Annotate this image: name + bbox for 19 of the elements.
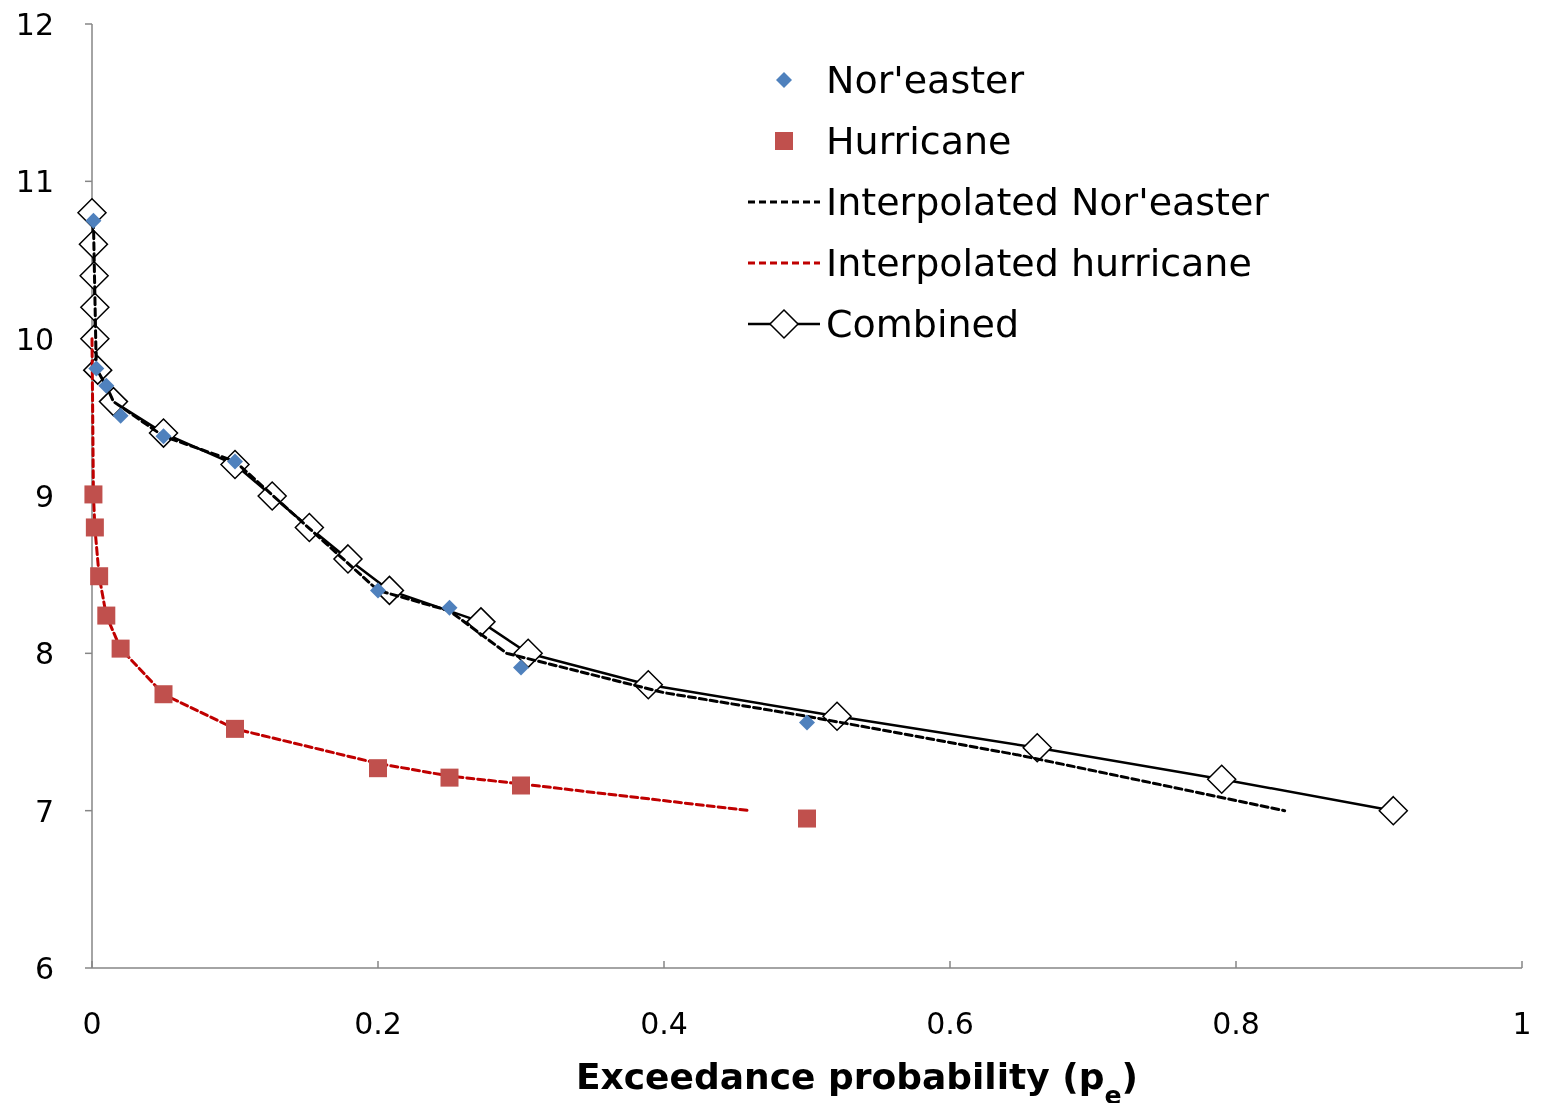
x-tick-label: 0.4 (640, 1006, 688, 1041)
legend-label: Interpolated Nor'easter (826, 180, 1270, 224)
legend-label: Hurricane (826, 119, 1012, 163)
legend-label: Interpolated hurricane (826, 241, 1252, 285)
x-tick-label: 0.8 (1212, 1006, 1260, 1041)
x-tick-label: 0.6 (926, 1006, 974, 1041)
y-tick-label: 12 (15, 7, 54, 42)
y-tick-label: 10 (15, 321, 54, 357)
legend-label: Nor'easter (826, 58, 1025, 102)
legend-label: Combined (826, 302, 1020, 346)
x-tick-label: 0 (82, 1006, 102, 1041)
x-tick-label: 0.2 (354, 1006, 402, 1041)
y-tick-label: 6 (34, 951, 54, 986)
x-tick-label: 1 (1512, 1006, 1532, 1041)
y-tick-label: 11 (15, 164, 54, 200)
y-tick-label: 9 (34, 479, 54, 514)
y-tick-label: 7 (34, 793, 54, 829)
y-tick-label: 8 (34, 636, 54, 672)
x-axis-title: Exceedance probability (p$_{e}$) (575, 1056, 1139, 1110)
